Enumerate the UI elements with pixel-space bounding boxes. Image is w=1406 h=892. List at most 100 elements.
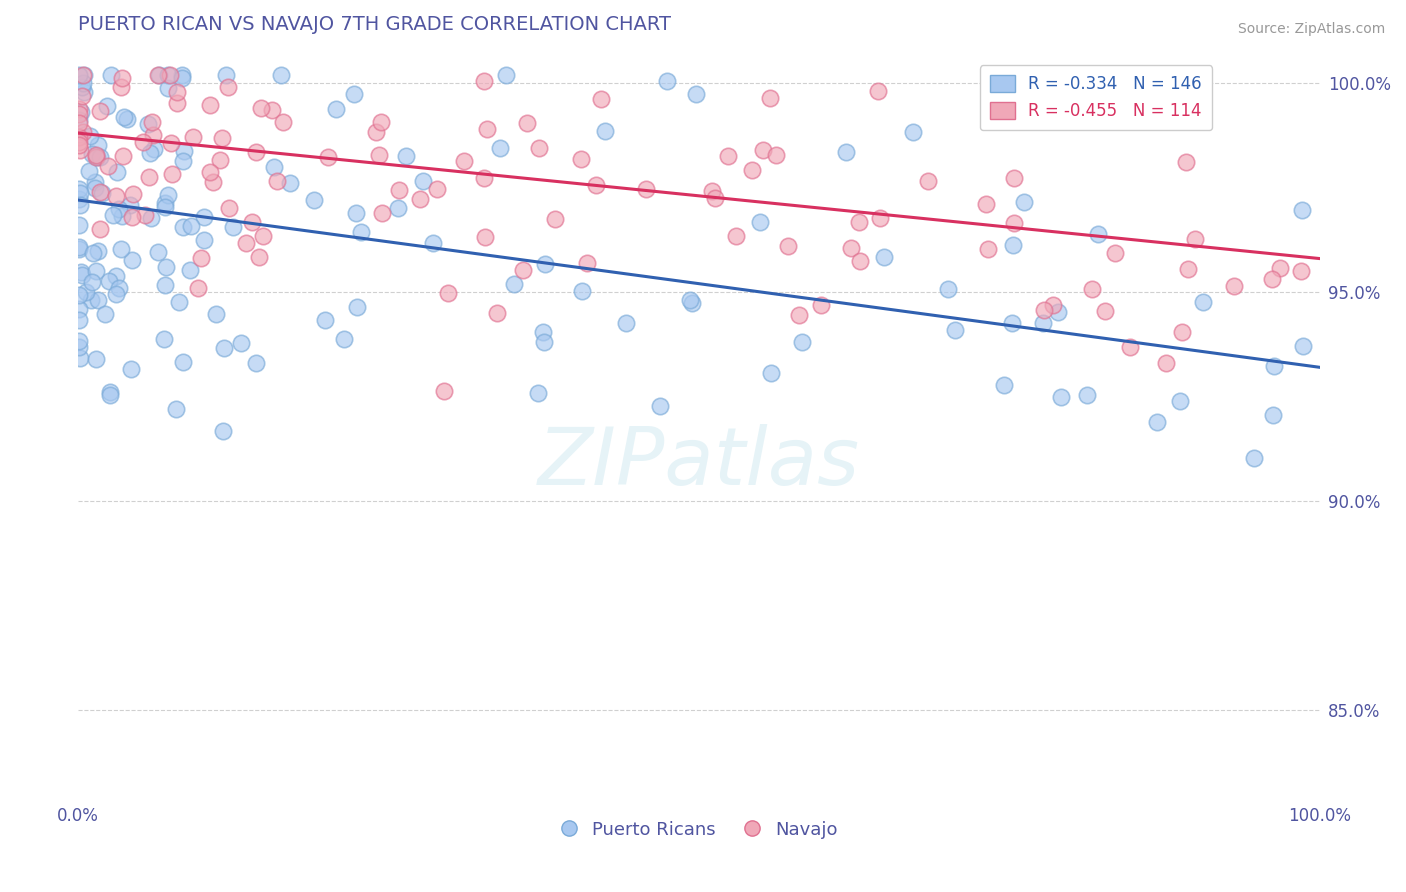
Point: [82, 246, 104, 260]
Point: [278, 177, 301, 191]
Point: [350, 225, 373, 239]
Point: [73, 68, 96, 82]
Point: [69, 198, 91, 212]
Point: [72, 125, 94, 139]
Point: [1087, 227, 1109, 242]
Point: [70, 89, 93, 103]
Point: [69, 186, 91, 201]
Point: [108, 281, 131, 295]
Point: [270, 68, 292, 82]
Point: [70, 264, 93, 278]
Point: [917, 173, 939, 187]
Point: [1177, 261, 1199, 276]
Point: [704, 191, 727, 205]
Point: [69, 192, 91, 206]
Point: [67, 240, 90, 254]
Point: [974, 196, 997, 211]
Point: [70, 105, 93, 120]
Point: [318, 149, 340, 163]
Point: [502, 277, 524, 291]
Point: [172, 355, 194, 369]
Point: [453, 153, 475, 168]
Point: [193, 210, 215, 224]
Point: [141, 211, 163, 225]
Point: [901, 125, 924, 139]
Point: [112, 110, 135, 124]
Point: [166, 95, 188, 110]
Point: [371, 206, 394, 220]
Point: [179, 263, 201, 277]
Point: [314, 312, 336, 326]
Point: [1156, 356, 1178, 370]
Point: [67, 68, 90, 82]
Point: [157, 80, 180, 95]
Point: [1291, 264, 1313, 278]
Point: [80, 147, 103, 161]
Point: [614, 316, 637, 330]
Point: [97, 159, 120, 173]
Point: [89, 103, 111, 118]
Point: [367, 148, 389, 162]
Point: [1050, 390, 1073, 404]
Point: [636, 182, 658, 196]
Point: [938, 282, 960, 296]
Point: [765, 148, 787, 162]
Point: [364, 125, 387, 139]
Point: [67, 218, 90, 232]
Point: [235, 235, 257, 250]
Point: [325, 102, 347, 116]
Point: [591, 92, 613, 106]
Point: [67, 340, 90, 354]
Point: [146, 68, 169, 82]
Point: [752, 143, 775, 157]
Point: [84, 181, 107, 195]
Point: [84, 148, 107, 162]
Point: [134, 208, 156, 222]
Point: [271, 115, 294, 129]
Point: [82, 276, 104, 290]
Point: [136, 117, 159, 131]
Point: [159, 68, 181, 82]
Point: [1184, 232, 1206, 246]
Point: [485, 305, 508, 319]
Point: [240, 215, 263, 229]
Point: [993, 377, 1015, 392]
Point: [180, 219, 202, 233]
Point: [848, 254, 870, 268]
Point: [761, 366, 783, 380]
Point: [409, 192, 432, 206]
Point: [198, 164, 221, 178]
Point: [247, 250, 270, 264]
Point: [98, 387, 121, 401]
Point: [1012, 194, 1035, 209]
Point: [153, 332, 176, 346]
Point: [426, 181, 449, 195]
Point: [167, 294, 190, 309]
Point: [166, 86, 188, 100]
Point: [681, 296, 703, 310]
Point: [222, 219, 245, 234]
Point: [121, 211, 143, 225]
Point: [1263, 359, 1285, 373]
Point: [67, 242, 90, 256]
Point: [198, 97, 221, 112]
Point: [474, 230, 496, 244]
Point: [111, 210, 134, 224]
Point: [132, 135, 155, 149]
Point: [89, 150, 111, 164]
Point: [437, 285, 460, 300]
Point: [211, 131, 233, 145]
Point: [585, 178, 607, 192]
Point: [217, 79, 239, 94]
Point: [527, 385, 550, 400]
Point: [187, 281, 209, 295]
Point: [111, 149, 134, 163]
Point: [472, 73, 495, 87]
Point: [120, 198, 142, 212]
Point: [155, 201, 177, 215]
Point: [534, 257, 557, 271]
Point: [531, 325, 554, 339]
Point: [104, 286, 127, 301]
Point: [1076, 388, 1098, 402]
Point: [412, 174, 434, 188]
